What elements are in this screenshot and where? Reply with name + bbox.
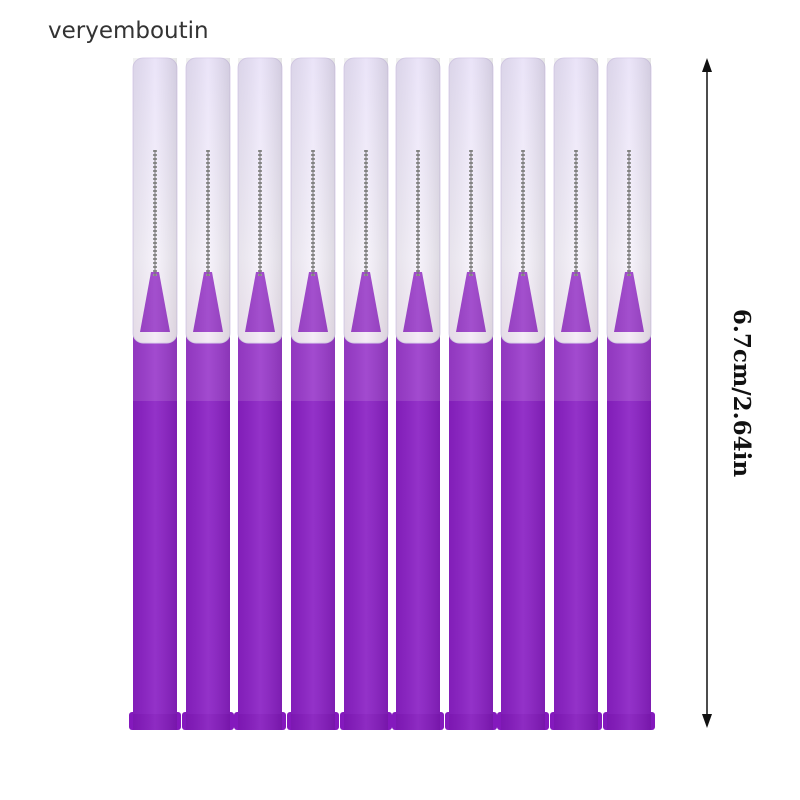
brush	[180, 56, 236, 732]
dimension-label: 6.7cm/2.64in	[728, 309, 755, 478]
brush	[390, 56, 446, 732]
brush	[601, 56, 657, 732]
dimension-arrow	[702, 58, 712, 728]
brush	[285, 56, 341, 732]
brush	[548, 56, 604, 732]
brush	[338, 56, 394, 732]
brand-watermark: veryemboutin	[48, 18, 209, 44]
brush	[232, 56, 288, 732]
brush	[127, 56, 183, 732]
brush	[495, 56, 551, 732]
brush	[443, 56, 499, 732]
